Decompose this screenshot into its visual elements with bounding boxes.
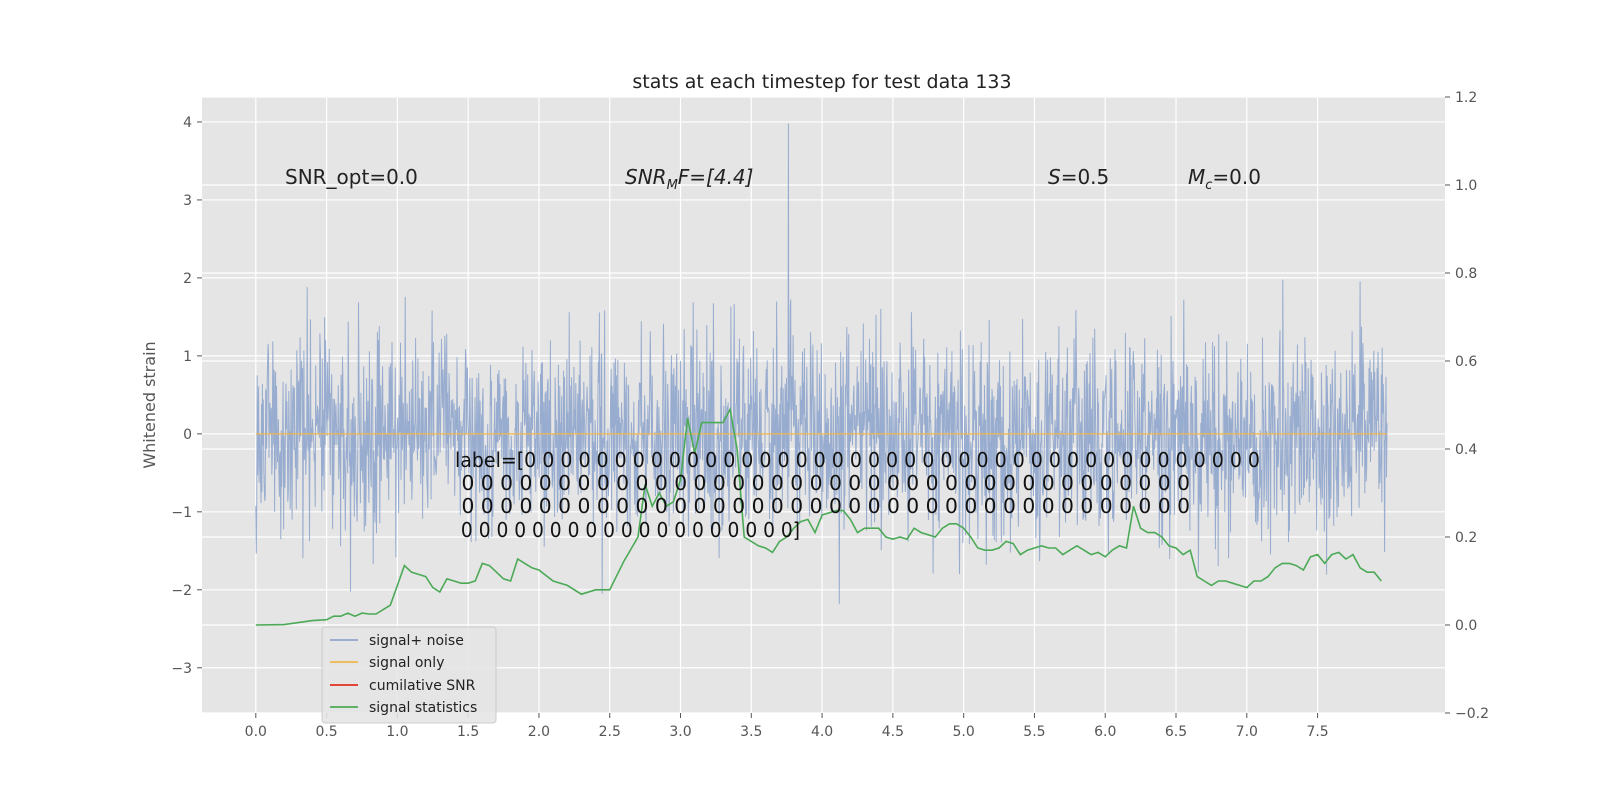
x-tick-label: 5.5 [1023, 724, 1045, 740]
plot-background [202, 97, 1445, 713]
y-tick-label: 4 [183, 115, 192, 131]
right-tick-label: 0.0 [1455, 618, 1477, 634]
label-line: 0 0 0 0 0 0 0 0 0 0 0 0 0 0 0 0 0 0 0 0 … [455, 494, 1190, 518]
annotation-snr-mf: SNRMF=[4.4] [625, 165, 753, 193]
annotation-mc: Mc=0.0 [1188, 165, 1261, 193]
y-tick-label: −2 [171, 583, 192, 599]
x-tick-label: 6.5 [1165, 724, 1187, 740]
x-tick-label: 4.5 [882, 724, 904, 740]
x-tick-label: 5.0 [953, 724, 975, 740]
y-tick-label: −3 [171, 661, 192, 677]
grid [202, 96, 1445, 714]
x-tick-label: 1.5 [457, 724, 479, 740]
right-tick-label: 0.4 [1455, 442, 1477, 458]
right-tick-label: 1.2 [1455, 90, 1477, 106]
y-axis-ticks: −3 −2 −1 0 1 2 3 4 [171, 115, 202, 677]
x-tick-label: 7.0 [1236, 724, 1258, 740]
x-tick-label: 6.0 [1094, 724, 1116, 740]
chart-title: stats at each timestep for test data 133 [632, 71, 1011, 93]
legend-box [321, 626, 497, 724]
legend-label: signal only [369, 655, 444, 671]
annotation-snr-opt: SNR_opt=0.0 [285, 165, 418, 189]
x-tick-label: 2.5 [599, 724, 621, 740]
label-line: 0 0 0 0 0 0 0 0 0 0 0 0 0 0 0 0 0 0 0] [455, 518, 800, 542]
legend: signal+ noise signal only cumilative SNR… [321, 626, 497, 724]
right-tick-label: 0.6 [1455, 354, 1477, 370]
legend-label: cumilative SNR [369, 678, 476, 694]
y-axis-label: Whitened strain [140, 341, 159, 468]
x-tick-label: 3.5 [740, 724, 762, 740]
y-tick-label: 2 [183, 271, 192, 287]
right-tick-label: 1.0 [1455, 178, 1477, 194]
legend-label: signal statistics [369, 700, 477, 716]
y-tick-label: 1 [183, 349, 192, 365]
annotation-s: S=0.5 [1048, 165, 1109, 189]
x-tick-label: 4.0 [811, 724, 833, 740]
right-tick-label: 0.2 [1455, 530, 1477, 546]
x-tick-label: 7.5 [1306, 724, 1328, 740]
label-annotation: label=[0 0 0 0 0 0 0 0 0 0 0 0 0 0 0 0 0… [455, 448, 1260, 542]
y-tick-label: −1 [171, 505, 192, 521]
x-tick-label: 3.0 [669, 724, 691, 740]
signal-statistics-series [255, 406, 1382, 626]
right-axis-ticks: −0.2 0.0 0.2 0.4 0.6 0.8 1.0 1.2 [1445, 90, 1489, 722]
label-line: label=[0 0 0 0 0 0 0 0 0 0 0 0 0 0 0 0 0… [455, 448, 1260, 472]
right-tick-label: −0.2 [1455, 706, 1489, 722]
legend-label: signal+ noise [369, 633, 464, 649]
signal-plus-noise-line [255, 123, 1388, 604]
right-tick-label: 0.8 [1455, 266, 1477, 282]
x-axis-ticks: 0.0 0.5 1.0 1.5 2.0 2.5 3.0 3.5 4.0 4.5 5.0 5.5 6.0 6… [245, 713, 1329, 740]
y-tick-label: 3 [183, 193, 192, 209]
label-line: 0 0 0 0 0 0 0 0 0 0 0 0 0 0 0 0 0 0 0 0 … [455, 471, 1190, 495]
x-tick-label: 0.0 [245, 724, 267, 740]
y-tick-label: 0 [183, 427, 192, 443]
x-tick-label: 0.5 [315, 724, 337, 740]
x-tick-label: 2.0 [528, 724, 550, 740]
signal-plus-noise-series [255, 123, 1388, 604]
x-tick-label: 1.0 [386, 724, 408, 740]
